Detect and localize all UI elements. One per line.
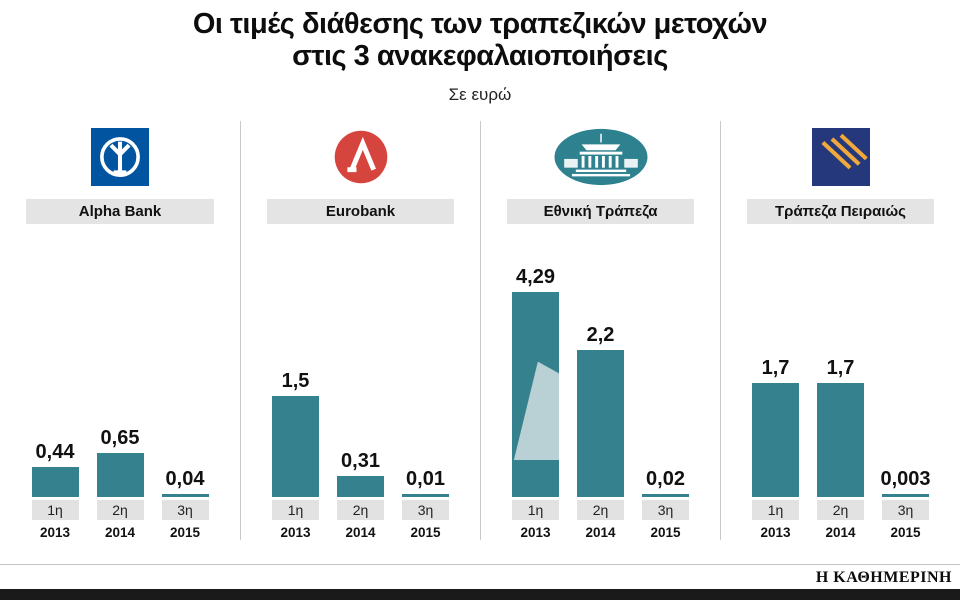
bank-panel-piraeus: Τράπεζα Πειραιώς 1,7 1η 2013 1,7 2η 2014 0,003… [720,120,960,540]
bar [96,453,144,497]
bar-group: 0,31 2η 2014 [337,228,384,540]
bar [337,476,384,497]
year-label: 2015 [890,524,921,540]
bars-alpha-bank: 0,44 1η 2013 0,65 2η 2014 0,04 3η 2015 [0,228,240,540]
bar [577,349,624,497]
bank-name-label: Εθνική Τράπεζα [507,198,694,224]
period-box: 2η [96,499,144,520]
period-box: 2η [817,499,864,520]
year-label: 2015 [410,524,441,540]
bar-value-label: 0,02 [646,468,685,491]
bar-value-label: 0,31 [341,450,380,473]
eurobank-logo [241,121,480,193]
bar [31,467,79,497]
kathimerini-brand-logo: Η ΚΑΘΗΜΕΡΙΝΗ [815,569,952,586]
footer: Η ΚΑΘΗΜΕΡΙΝΗ [0,564,960,600]
bar-value-label: 0,003 [880,468,931,491]
bar-group: 1,7 2η 2014 [817,228,864,540]
bar-group: 0,44 1η 2013 [31,228,79,540]
bars-piraeus: 1,7 1η 2013 1,7 2η 2014 0,003 3η 2015 [721,228,960,540]
period-box: 2η [337,499,384,520]
bar-group: 0,003 3η 2015 [880,228,931,540]
period-box: 3η [642,499,689,520]
period-box: 3η [402,499,449,520]
bar-value-label: 0,04 [165,468,205,491]
period-box: 1η [752,499,799,520]
bank-panels: Alpha Bank 0,44 1η 2013 0,65 2η 2014 0,04 3η 201… [0,120,960,540]
piraeus-logo-icon [811,127,870,186]
bank-name-label: Alpha Bank [26,198,214,224]
bar-value-label: 1,7 [761,357,790,380]
year-label: 2014 [345,524,376,540]
bar [817,383,864,497]
eurobank-logo-icon [334,130,387,184]
bar-group: 0,01 3η 2015 [402,228,449,540]
ethniki-logo-icon [554,128,647,186]
year-label: 2014 [585,524,616,540]
bar-value-label: 0,65 [100,427,140,450]
period-box: 1η [512,499,559,520]
bar [272,396,319,497]
bar [642,494,689,497]
bar [512,291,559,497]
bank-panel-alpha-bank: Alpha Bank 0,44 1η 2013 0,65 2η 2014 0,04 3η 201… [0,121,240,540]
bar-value-label: 0,01 [406,468,445,491]
year-label: 2013 [520,524,551,540]
chart-header: Οι τιμές διάθεσης των τραπεζικών μετοχών… [0,0,960,105]
chart-title: Οι τιμές διάθεσης των τραπεζικών μετοχών… [0,8,960,73]
alpha-bank-logo-icon [91,127,149,186]
ethniki-logo [481,121,720,193]
bar-group: 2,2 2η 2014 [577,228,624,540]
chart-subtitle: Σε ευρώ [448,84,512,104]
bar-value-label: 1,5 [281,370,310,393]
bar-value-label: 4,29 [516,265,555,288]
bank-panel-eurobank: Eurobank 1,5 1η 2013 0,31 2η 2014 0,01 3η 2015 [240,120,480,540]
alpha-bank-logo [0,121,240,193]
bar-group: 0,04 3η 2015 [161,228,209,540]
bank-name-label: Eurobank [267,198,454,224]
period-box: 1η [31,499,79,520]
period-box: 2η [577,499,624,520]
bar-value-label: 0,44 [35,441,75,464]
period-box: 3η [161,499,209,520]
footer-black-bar [0,589,960,600]
bar-group: 0,02 3η 2015 [642,228,689,540]
year-label: 2014 [825,524,856,540]
period-box: 1η [272,499,319,520]
bank-panel-ethniki: Εθνική Τράπεζα 4,29 1η 2013 2,2 2η 2014 0,02 3η… [480,120,720,540]
bar-group: 1,5 1η 2013 [272,228,319,540]
year-label: 2014 [104,524,136,540]
year-label: 2013 [280,524,311,540]
bars-ethniki: 4,29 1η 2013 2,2 2η 2014 0,02 3η 2015 [481,228,720,540]
bar [752,383,799,497]
chart-title-line2: στις 3 ανακεφαλαιοποιήσεις [292,40,668,73]
piraeus-logo [721,121,960,193]
year-label: 2015 [169,524,201,540]
bar [161,494,209,497]
bar-value-label: 2,2 [586,323,615,346]
bar [402,494,449,497]
year-label: 2015 [650,524,681,540]
bar-group: 4,29 1η 2013 [512,228,559,540]
chart-title-line1: Οι τιμές διάθεσης των τραπεζικών μετοχών [192,8,768,40]
bar-group: 1,7 1η 2013 [752,228,799,540]
bar-break-mark [513,361,559,461]
period-box: 3η [882,499,929,520]
bars-eurobank: 1,5 1η 2013 0,31 2η 2014 0,01 3η 2015 [241,228,480,540]
bar-group: 0,65 2η 2014 [96,228,144,540]
bar [882,494,929,497]
year-label: 2013 [39,524,71,540]
bar-value-label: 1,7 [826,357,855,380]
bank-name-label: Τράπεζα Πειραιώς [747,198,934,224]
year-label: 2013 [760,524,791,540]
